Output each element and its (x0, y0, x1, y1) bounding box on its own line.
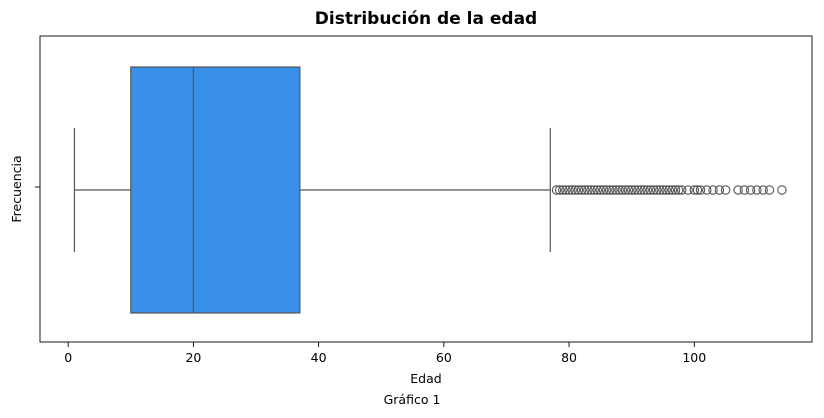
outlier-point (630, 185, 640, 195)
outlier-point (642, 185, 653, 195)
outlier-point (573, 185, 584, 195)
outlier-point (586, 185, 596, 195)
box-plot (73, 66, 787, 314)
outlier-point (651, 185, 662, 195)
x-tick-label: 100 (682, 350, 706, 365)
outlier-point (554, 185, 565, 195)
outlier-point (617, 185, 628, 195)
outlier-point (611, 185, 621, 195)
outlier-point (695, 185, 706, 195)
x-tick-label: 0 (64, 350, 72, 365)
outlier-point (558, 185, 568, 195)
outlier-point (605, 185, 615, 195)
outlier-point (576, 185, 587, 195)
outlier-point (764, 185, 775, 195)
outlier-point (614, 185, 624, 195)
outlier-point (720, 185, 731, 195)
outlier-point (639, 185, 649, 195)
outlier-point (567, 185, 577, 195)
outlier-point (758, 185, 768, 195)
outlier-point (658, 185, 668, 195)
outlier-point (777, 185, 787, 195)
outlier-point (561, 185, 571, 195)
outlier-point (655, 185, 665, 195)
outlier-point (745, 185, 756, 195)
outlier-point (752, 185, 762, 195)
boxplot-chart: Distribución de la edad 0 20 40 60 80 100 Eda… (9, 9, 813, 386)
outlier-point (667, 185, 678, 195)
x-tick-label: 80 (561, 350, 577, 365)
outlier-point (692, 185, 703, 195)
outlier-point (739, 185, 750, 195)
outlier-point (583, 185, 593, 195)
outlier-point (570, 185, 581, 195)
outlier-point (683, 185, 693, 195)
outlier-point (633, 185, 643, 195)
outlier-point (601, 185, 612, 195)
outlier-point (592, 185, 602, 195)
chart-title: Distribución de la edad (315, 9, 537, 29)
outlier-point (620, 185, 631, 195)
figure-caption: Gráfico 1 (383, 392, 441, 407)
x-tick-label: 60 (436, 350, 452, 365)
outlier-point (645, 185, 656, 195)
outlier-point (733, 185, 743, 195)
outlier-point (564, 185, 574, 195)
x-axis: 0 20 40 60 80 100 (64, 342, 706, 365)
outlier-point (636, 185, 646, 195)
x-axis-label: Edad (410, 371, 441, 386)
outlier-point (677, 185, 687, 195)
outlier-point (579, 185, 590, 195)
outlier-point (598, 185, 609, 195)
outlier-point (648, 185, 659, 195)
plot-area-frame (39, 35, 813, 343)
outlier-point (626, 185, 637, 195)
outlier-point (670, 185, 681, 195)
outlier-point (551, 185, 562, 195)
outlier-point (608, 185, 618, 195)
outlier-point (714, 185, 725, 195)
x-tick-label: 20 (185, 350, 201, 365)
outlier-point (589, 185, 599, 195)
x-tick-label: 40 (311, 350, 327, 365)
outlier-point (702, 185, 712, 195)
outlier-point (673, 185, 684, 195)
outlier-point (661, 185, 671, 195)
outlier-point (595, 185, 606, 195)
outlier-point (708, 185, 718, 195)
outlier-point (664, 185, 674, 195)
y-axis-label: Frecuencia (9, 155, 24, 222)
interquartile-box (130, 66, 301, 314)
outlier-point (623, 185, 634, 195)
outlier-point (689, 185, 700, 195)
